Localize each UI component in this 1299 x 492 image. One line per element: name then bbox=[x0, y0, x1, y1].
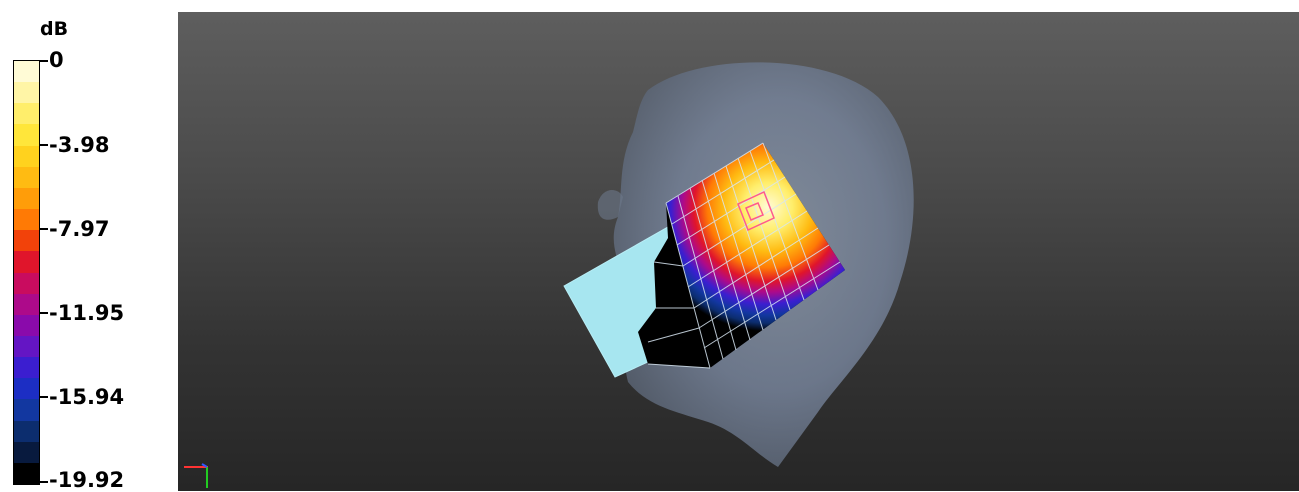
legend-swatch bbox=[14, 187, 39, 210]
legend-tick-mark bbox=[40, 396, 48, 398]
legend-swatch bbox=[14, 399, 39, 422]
color-legend: dB 0 -3.98 -7.97 -11.95 -15.94 -19.92 bbox=[0, 0, 178, 491]
peak-marker-inner bbox=[745, 202, 764, 221]
legend-tick-mark bbox=[40, 144, 48, 146]
legend-tick-label: -15.94 bbox=[49, 385, 125, 409]
legend-swatch bbox=[14, 103, 39, 125]
legend-swatch bbox=[14, 166, 39, 189]
legend-tick-label: -19.92 bbox=[49, 468, 125, 492]
legend-swatch bbox=[14, 378, 39, 400]
legend-swatch bbox=[14, 145, 39, 168]
legend-swatch bbox=[14, 293, 39, 316]
legend-tick-label: -7.97 bbox=[49, 217, 110, 241]
legend-swatch bbox=[14, 230, 39, 252]
3d-viewport[interactable] bbox=[178, 12, 1299, 491]
legend-tick-label: 0 bbox=[49, 48, 64, 72]
legend-swatch bbox=[14, 124, 39, 147]
legend-swatch bbox=[14, 462, 39, 485]
legend-swatch bbox=[14, 251, 39, 273]
head-model-scene bbox=[184, 62, 914, 488]
legend-swatch bbox=[14, 61, 39, 83]
peak-marker-outer bbox=[737, 190, 775, 232]
legend-swatch bbox=[14, 335, 39, 358]
legend-color-scale bbox=[13, 60, 40, 485]
legend-swatch bbox=[14, 357, 39, 379]
legend-tick-label: -3.98 bbox=[49, 133, 110, 157]
legend-tick-mark bbox=[40, 481, 48, 483]
legend-tick-label: -11.95 bbox=[49, 301, 125, 325]
legend-swatch bbox=[14, 314, 39, 337]
legend-swatch bbox=[14, 272, 39, 295]
legend-tick-mark bbox=[40, 312, 48, 314]
axis-gizmo bbox=[184, 463, 208, 488]
legend-unit: dB bbox=[40, 18, 69, 40]
legend-swatch bbox=[14, 82, 39, 104]
legend-swatch bbox=[14, 420, 39, 443]
legend-tick-mark bbox=[40, 60, 48, 62]
legend-tick-mark bbox=[40, 228, 48, 230]
legend-swatch bbox=[14, 441, 39, 464]
legend-swatch bbox=[14, 209, 39, 231]
grid-lines bbox=[647, 142, 841, 369]
